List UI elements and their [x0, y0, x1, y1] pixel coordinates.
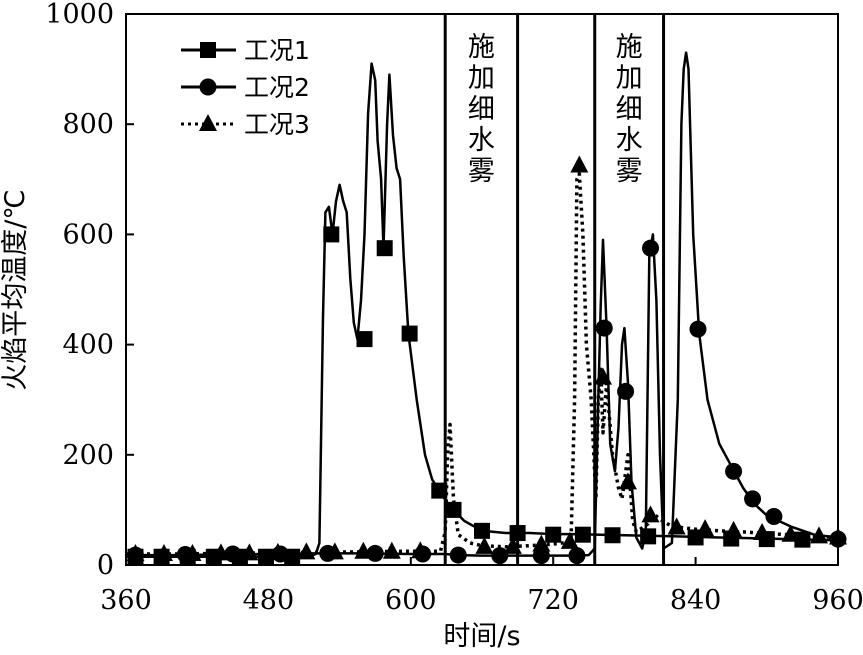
data-point-triangle	[532, 534, 551, 552]
data-point-circle	[617, 382, 635, 400]
data-point-square	[545, 526, 562, 543]
legend: 工况1 工况2 工况3	[181, 36, 310, 139]
data-point-triangle	[829, 527, 847, 545]
y-tick-label: 0	[97, 550, 114, 581]
data-point-square	[574, 526, 591, 543]
series-layer	[126, 51, 847, 565]
data-point-triangle	[618, 472, 637, 490]
y-axis-title: 火焰平均温度/℃	[0, 189, 31, 390]
data-point-triangle	[667, 517, 686, 535]
legend-label: 工况2	[244, 73, 310, 102]
annotation-char: 施	[616, 32, 643, 63]
y-tick-label: 400	[62, 330, 114, 361]
x-axis-title: 时间/s	[443, 621, 520, 652]
data-point-circle	[568, 547, 586, 565]
data-point-circle	[689, 320, 707, 338]
annotation-char: 雾	[468, 156, 495, 187]
x-axis: 360 480 600 720 840 960	[100, 557, 863, 616]
data-point-triangle	[753, 523, 772, 541]
data-point-triangle	[211, 543, 230, 561]
series-3	[126, 155, 847, 561]
annotation-char: 水	[616, 125, 643, 156]
legend-marker-triangle	[199, 114, 217, 131]
data-point-triangle	[641, 505, 660, 523]
plot-area	[125, 13, 839, 566]
y-axis: 0 200 400 600 800 1000	[45, 0, 134, 581]
annotation-char: 施	[468, 32, 495, 63]
data-point-triangle	[325, 542, 344, 560]
data-point-circle	[491, 547, 509, 565]
data-point-circle	[744, 490, 762, 508]
legend-label: 工况3	[244, 110, 310, 139]
data-point-square	[323, 226, 340, 243]
data-point-triangle	[297, 542, 316, 560]
data-point-square	[509, 525, 526, 542]
data-point-square	[376, 240, 393, 257]
annotation-char: 加	[468, 63, 495, 94]
data-point-square	[474, 522, 490, 539]
data-point-square	[604, 527, 621, 544]
data-point-square	[431, 482, 448, 499]
y-tick-label: 800	[62, 109, 114, 140]
data-point-triangle	[126, 543, 145, 561]
x-tick-label: 720	[527, 585, 579, 616]
x-tick-label: 600	[385, 585, 437, 616]
data-point-triangle	[594, 367, 613, 385]
series-line	[126, 51, 839, 557]
data-point-triangle	[268, 542, 287, 560]
data-point-triangle	[382, 541, 401, 559]
x-tick-label: 960	[812, 585, 863, 616]
y-tick-label: 1000	[45, 0, 114, 30]
annotation-char: 雾	[616, 156, 643, 187]
data-point-triangle	[475, 536, 494, 554]
annotation-label: 施加细水雾	[468, 32, 495, 187]
data-point-triangle	[696, 519, 715, 537]
x-tick-label: 840	[670, 585, 722, 616]
data-point-triangle	[240, 543, 259, 561]
x-tick-label: 480	[243, 585, 295, 616]
annotation-char: 细	[616, 94, 643, 125]
data-point-square	[356, 331, 373, 348]
data-point-triangle	[183, 543, 202, 561]
data-point-triangle	[354, 541, 373, 559]
data-point-triangle	[411, 541, 430, 559]
data-point-circle	[765, 508, 783, 526]
data-point-triangle	[781, 524, 800, 542]
data-point-triangle	[560, 531, 579, 549]
data-point-circle	[642, 239, 660, 257]
data-point-circle	[725, 462, 743, 480]
data-point-triangle	[503, 536, 522, 554]
annotation-char: 加	[616, 63, 643, 94]
x-tick-label: 360	[100, 585, 152, 616]
data-point-square	[401, 325, 418, 342]
legend-marker-circle	[199, 78, 217, 96]
legend-marker-square	[200, 42, 216, 58]
data-point-triangle	[570, 155, 589, 173]
y-tick-label: 200	[62, 440, 114, 471]
data-point-circle	[449, 546, 467, 564]
annotation-char: 细	[468, 94, 495, 125]
data-point-circle	[595, 319, 613, 337]
annotation-label: 施加细水雾	[616, 32, 643, 187]
data-point-triangle	[724, 520, 743, 538]
y-tick-label: 600	[62, 219, 114, 250]
annotation-char: 水	[468, 125, 495, 156]
legend-label: 工况1	[244, 36, 310, 65]
data-point-triangle	[154, 543, 173, 561]
data-point-triangle	[810, 526, 829, 544]
